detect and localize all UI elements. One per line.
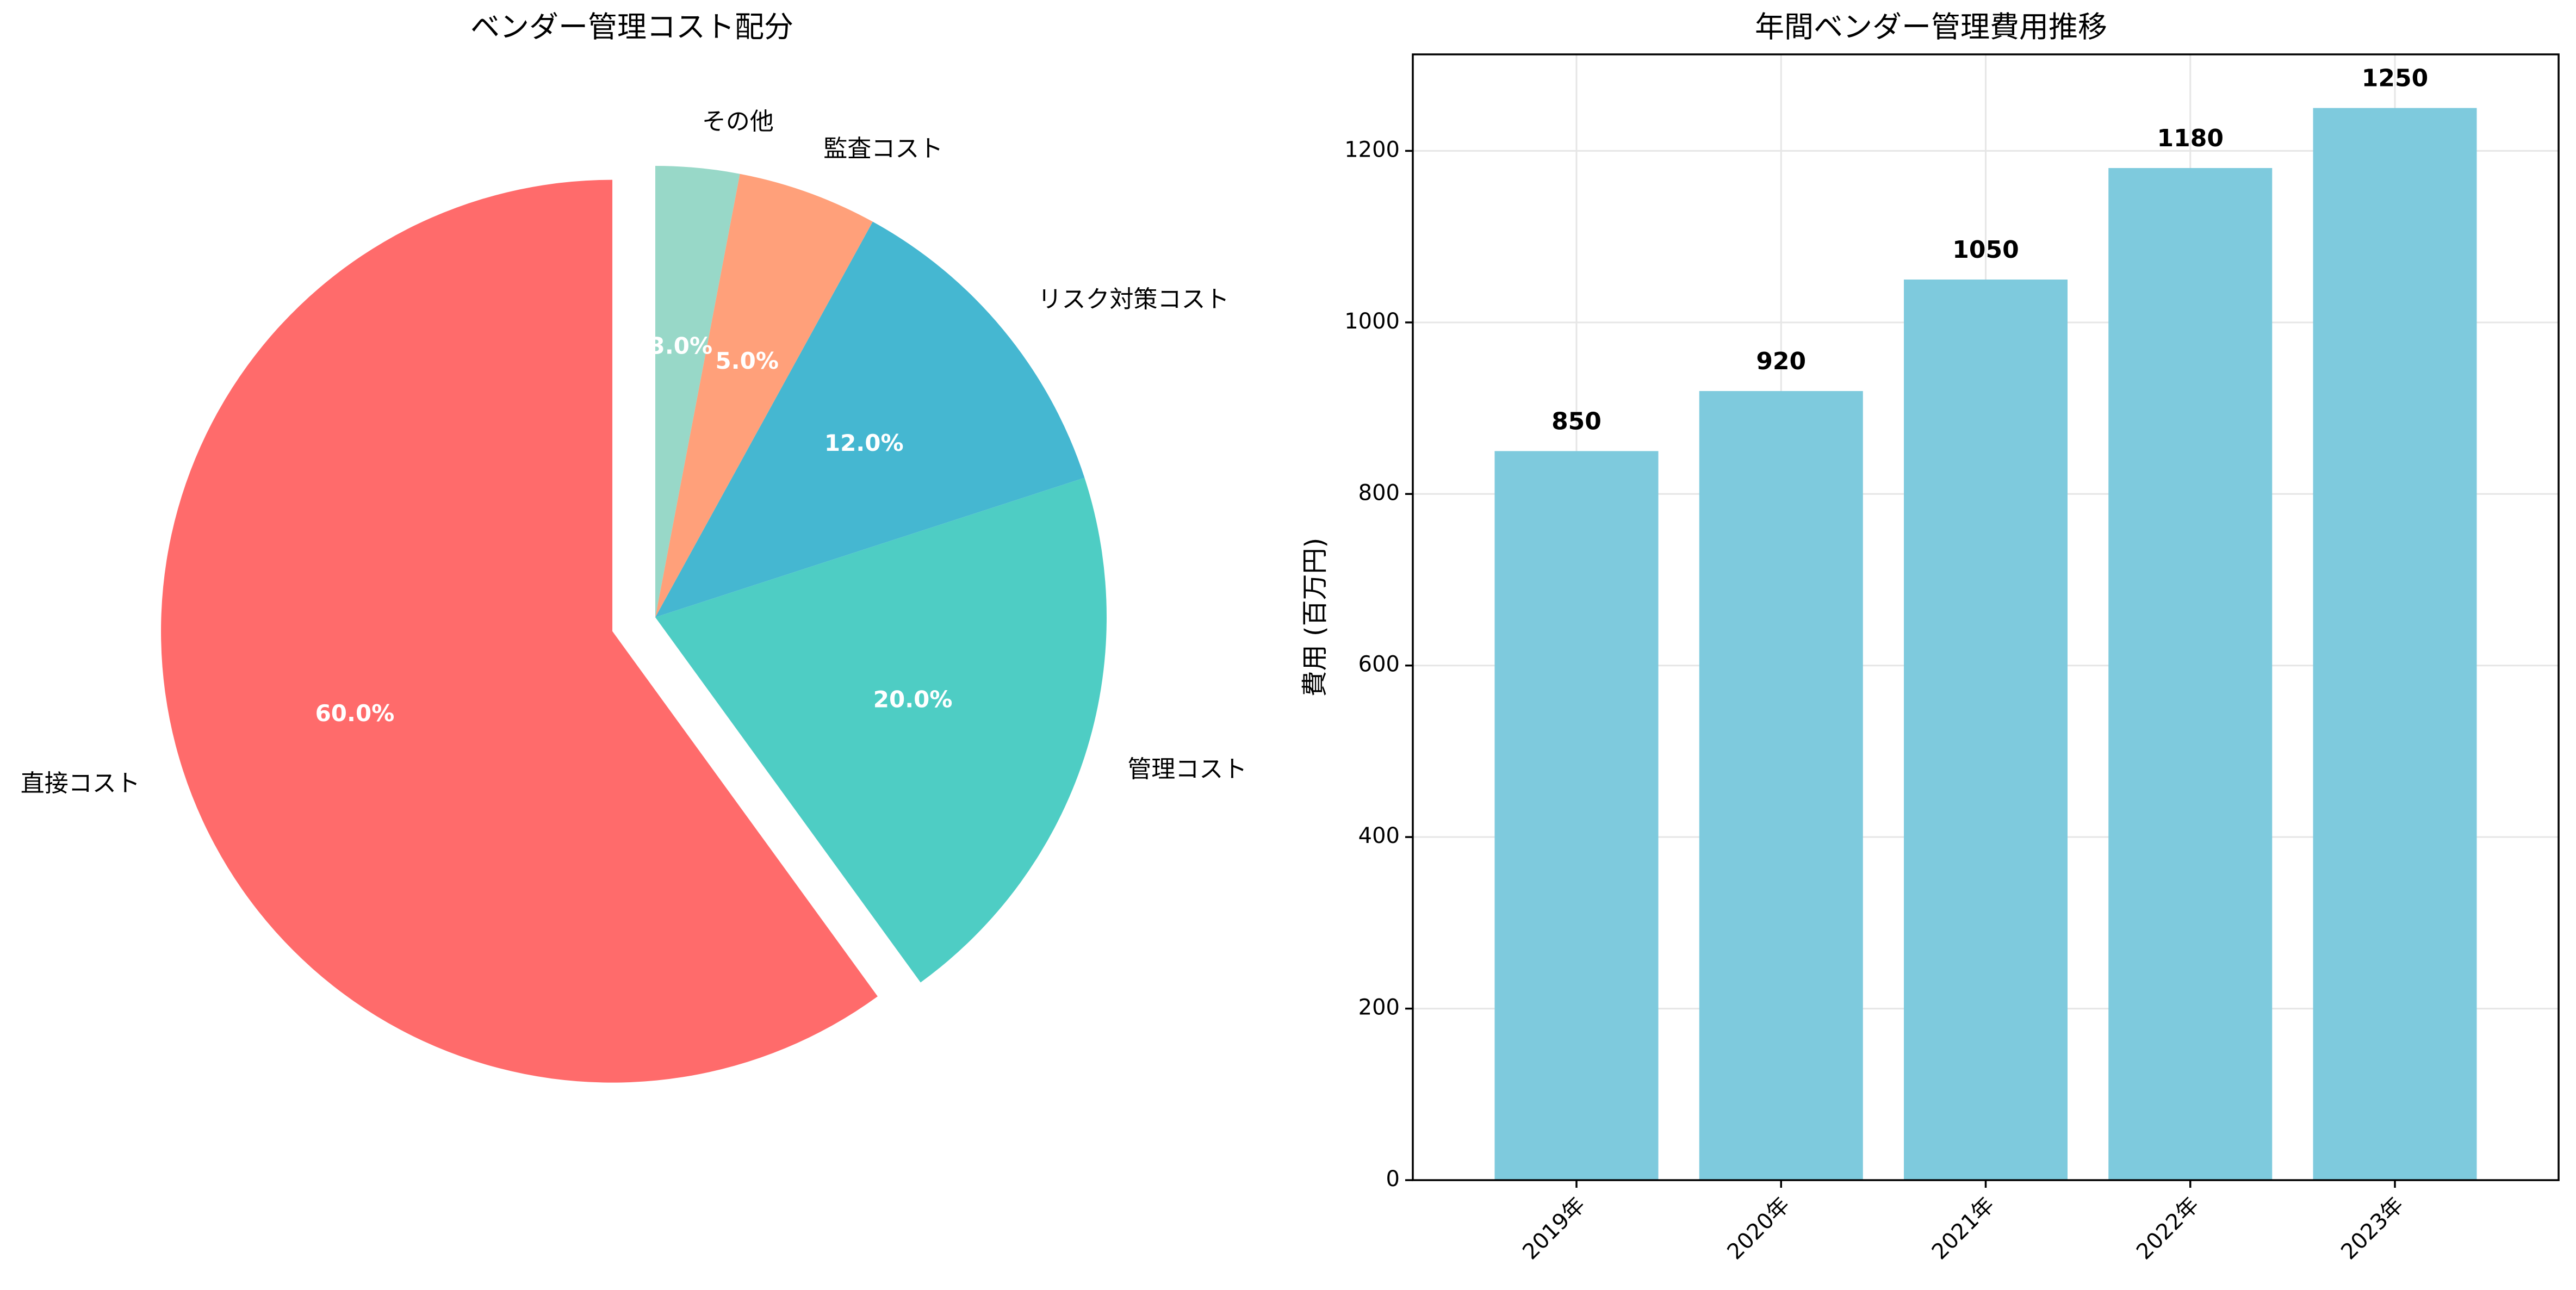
y-tick-label: 600	[1358, 652, 1400, 677]
bar-y-axis-label: 費用 (百万円)	[1300, 538, 1330, 697]
y-tick-label: 0	[1386, 1167, 1400, 1192]
x-tick-label: 2021年	[1927, 1193, 2000, 1265]
bar-value-label: 1180	[2157, 125, 2224, 152]
pie-chart: ベンダー管理コスト配分 60.0% 直接コスト 20.0% 管理コスト 12.0% リスク…	[21, 10, 1247, 1083]
pie-category-label-1: 直接コスト	[21, 770, 140, 797]
bar-marks: 850 920 1050 1180 1250	[1494, 65, 2477, 1181]
bar-value-label: 1050	[1952, 236, 2019, 264]
pie-category-label-4: 監査コスト	[823, 135, 943, 163]
bar-chart: 年間ベンダー管理費用推移 850 920 1050 1180 1250 0 200 400 6…	[1300, 10, 2560, 1265]
bar-2020年	[1699, 391, 1863, 1180]
bar-axes-frame	[1412, 53, 2560, 1181]
x-tick-label: 2023年	[2336, 1193, 2409, 1265]
pie-slice-3	[655, 221, 1085, 617]
y-tick-label: 1000	[1344, 309, 1400, 334]
pie-percent-label-5: 3.0%	[649, 333, 712, 359]
pie-percent-label-4: 5.0%	[715, 348, 778, 374]
pie-percent-label-1: 60.0%	[315, 700, 395, 727]
pie-percent-label-2: 20.0%	[873, 686, 953, 712]
pie-category-label-5: その他	[702, 108, 774, 135]
x-tick-label: 2020年	[1723, 1193, 1795, 1265]
x-tick-label: 2019年	[1518, 1193, 1590, 1265]
pie-labels: 60.0% 直接コスト 20.0% 管理コスト 12.0% リスク対策コスト 5.0% 監査コ…	[21, 108, 1247, 797]
y-tick-label: 1200	[1344, 137, 1400, 162]
pie-slices	[161, 166, 1107, 1083]
bar-2019年	[1494, 451, 1659, 1180]
bar-value-label: 920	[1756, 348, 1806, 375]
bar-title: 年間ベンダー管理費用推移	[1755, 10, 2107, 44]
bar-value-label: 1250	[2362, 65, 2428, 92]
pie-slice-2	[655, 477, 1107, 983]
x-tick-label: 2022年	[2132, 1193, 2204, 1265]
pie-category-label-2: 管理コスト	[1127, 755, 1247, 783]
pie-percent-label-3: 12.0%	[824, 430, 904, 456]
pie-slice-5	[655, 166, 740, 617]
pie-title: ベンダー管理コスト配分	[470, 10, 793, 44]
pie-slice-4	[655, 173, 873, 618]
bar-2023年	[2313, 108, 2477, 1181]
y-tick-label: 800	[1358, 480, 1400, 505]
pie-slice-1	[161, 179, 878, 1083]
y-tick-label: 400	[1358, 823, 1400, 848]
bar-2021年	[1904, 280, 2068, 1180]
y-tick-label: 200	[1358, 995, 1400, 1020]
bar-2022年	[2108, 168, 2273, 1180]
pie-category-label-3: リスク対策コスト	[1038, 286, 1229, 313]
bar-value-label: 850	[1551, 407, 1602, 435]
